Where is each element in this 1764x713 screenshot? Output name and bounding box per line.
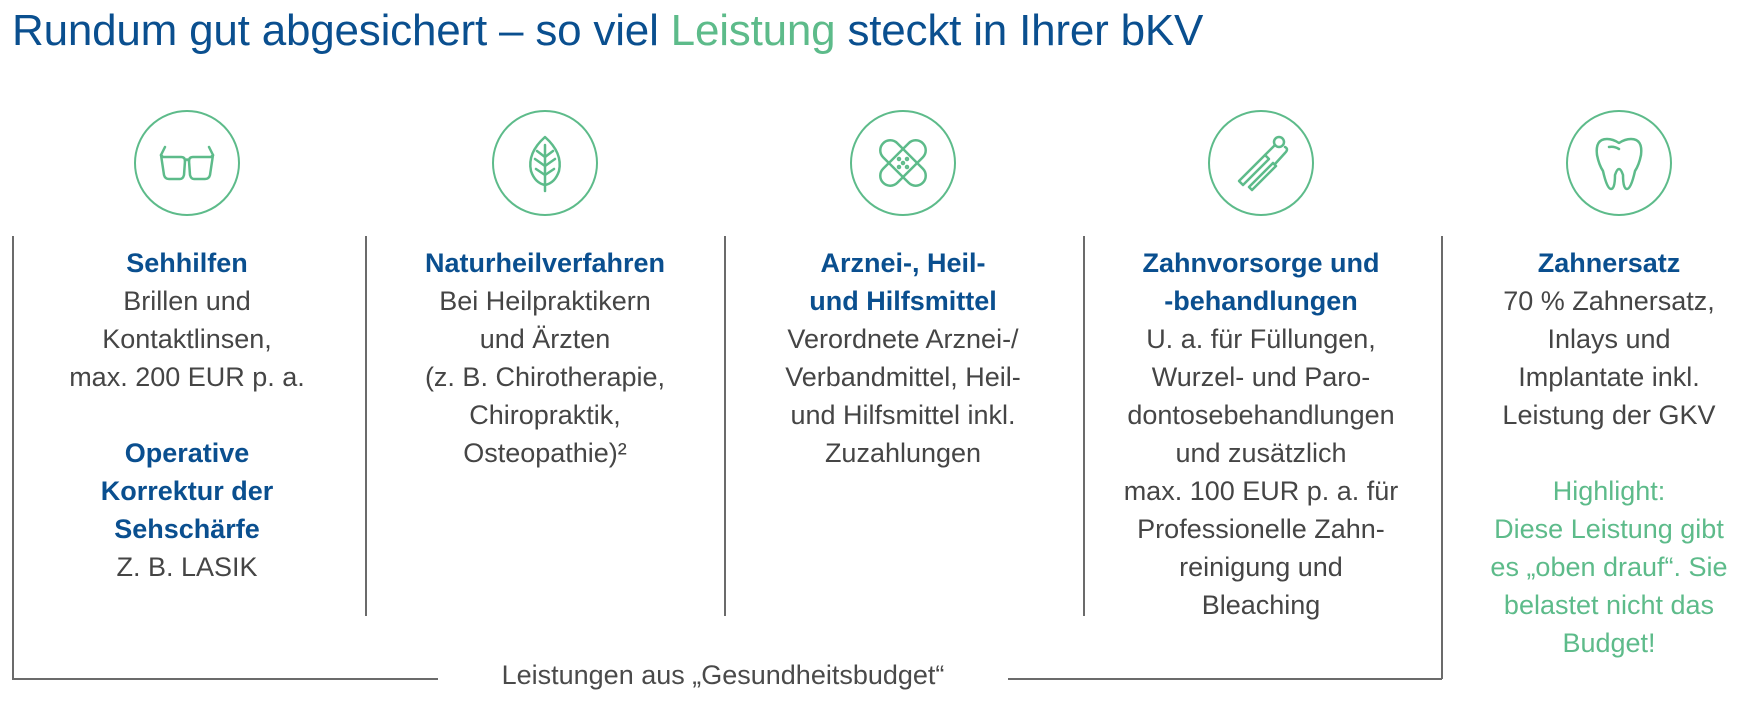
column-heading: Arznei-, Heil- — [820, 248, 986, 278]
column-text: Brillen und — [123, 286, 251, 316]
budget-label: Leistungen aus „Gesundheitsbudget“ — [501, 660, 945, 690]
column-text: Bei Heilpraktikern — [439, 286, 651, 316]
glasses-icon — [134, 110, 240, 216]
column-text: Osteopathie)² — [463, 438, 627, 468]
column-subheading: Operative — [124, 438, 250, 468]
highlight-text: belastet nicht das — [1503, 590, 1715, 620]
bandage-icon — [850, 110, 956, 216]
divider-1 — [365, 236, 367, 616]
column-text: Bleaching — [1201, 590, 1321, 620]
column-text: dontosebehandlungen — [1127, 400, 1395, 430]
column-text: und Hilfsmittel inkl. — [790, 400, 1016, 430]
column-text: U. a. für Füllungen, — [1146, 324, 1376, 354]
column-heading: Zahnersatz — [1537, 248, 1681, 278]
dental-tools-icon — [1208, 110, 1314, 216]
column-heading: Naturheilverfahren — [424, 248, 666, 278]
column-text: Chiropraktik, — [469, 400, 621, 430]
divider-3 — [1083, 236, 1085, 616]
column-text: reinigung und — [1179, 552, 1343, 582]
column-heading: Zahnvorsorge und — [1142, 248, 1380, 278]
column-subheading: Sehschärfe — [114, 514, 260, 544]
leaf-icon — [492, 110, 598, 216]
column-text: (z. B. Chirotherapie, — [424, 362, 666, 392]
budget-frame-right — [1441, 236, 1443, 679]
budget-frame-left — [12, 236, 14, 679]
column-text: 70 % Zahnersatz, — [1503, 286, 1715, 316]
tooth-icon — [1566, 110, 1672, 216]
column-text: und zusätzlich — [1175, 438, 1347, 468]
column-text: und Ärzten — [479, 324, 611, 354]
title-part2: steckt in Ihrer bKV — [835, 6, 1204, 55]
highlight-text: Highlight: — [1552, 476, 1666, 506]
column-subheading: Korrektur der — [100, 476, 274, 506]
column-heading: -behandlungen — [1164, 286, 1358, 316]
title-accent: Leistung — [670, 6, 836, 55]
column-text: Verbandmittel, Heil- — [785, 362, 1021, 392]
column-heading: Sehhilfen — [126, 248, 248, 278]
column-text: Professionelle Zahn- — [1137, 514, 1385, 544]
column-text: Inlays und — [1547, 324, 1671, 354]
budget-frame-bottom-left — [12, 678, 438, 680]
column-text: Verordnete Arznei-/ — [787, 324, 1019, 354]
column-text: Leistung der GKV — [1502, 400, 1716, 430]
column-zahnvorsorge: Zahnvorsorge und -behandlungen U. a. für… — [1101, 244, 1421, 624]
column-text: Wurzel- und Paro- — [1151, 362, 1371, 392]
highlight-text: es „oben drauf“. Sie — [1490, 552, 1728, 582]
column-text: Z. B. LASIK — [116, 552, 258, 582]
page-title: Rundum gut abgesichert – so viel Leistun… — [12, 6, 1203, 56]
column-naturheilverfahren: Naturheilverfahren Bei Heilpraktikern un… — [385, 244, 705, 472]
divider-2 — [724, 236, 726, 616]
column-zahnersatz: Zahnersatz 70 % Zahnersatz, Inlays und I… — [1459, 244, 1759, 662]
highlight-text: Diese Leistung gibt — [1494, 514, 1724, 544]
column-sehhilfen: Sehhilfen Brillen und Kontaktlinsen, max… — [27, 244, 347, 586]
column-text: max. 200 EUR p. a. — [69, 362, 305, 392]
title-part1: Rundum gut abgesichert – so viel — [12, 6, 671, 55]
column-arzneimittel: Arznei-, Heil- und Hilfsmittel Verordnet… — [743, 244, 1063, 472]
column-text: Kontaktlinsen, — [102, 324, 272, 354]
column-text: max. 100 EUR p. a. für — [1123, 476, 1399, 506]
highlight-text: Budget! — [1562, 628, 1656, 658]
column-text: Zuzahlungen — [824, 438, 982, 468]
budget-frame-bottom-right — [1008, 678, 1442, 680]
column-text: Implantate inkl. — [1518, 362, 1700, 392]
column-heading: und Hilfsmittel — [809, 286, 997, 316]
